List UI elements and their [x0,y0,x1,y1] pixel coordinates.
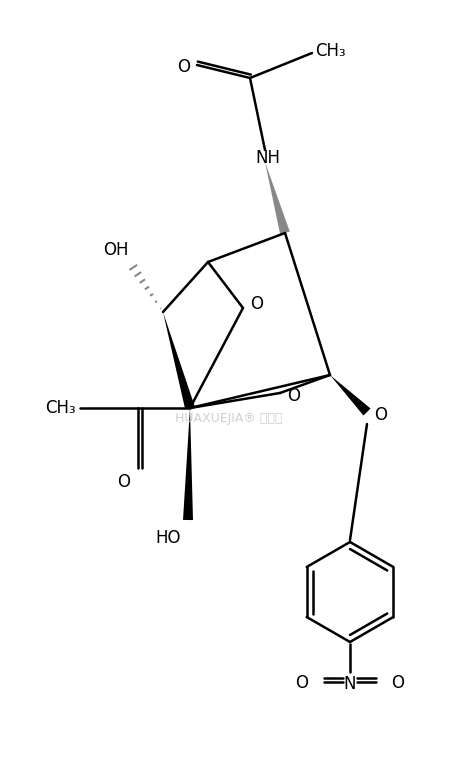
Text: HO: HO [155,529,181,547]
Text: O: O [392,674,404,692]
Polygon shape [265,162,290,234]
Text: N: N [344,675,356,693]
Text: CH₃: CH₃ [315,42,345,60]
Text: O: O [295,674,309,692]
Text: OH: OH [103,241,129,259]
Polygon shape [183,408,193,520]
Text: HUAXUEJIA® 化学加: HUAXUEJIA® 化学加 [175,412,283,424]
Polygon shape [163,312,195,409]
Text: O: O [118,473,131,491]
Polygon shape [330,375,371,416]
Text: O: O [251,295,263,313]
Text: NH: NH [256,149,280,167]
Text: O: O [178,58,191,76]
Text: O: O [288,387,300,405]
Text: CH₃: CH₃ [45,399,75,417]
Text: O: O [375,406,387,424]
